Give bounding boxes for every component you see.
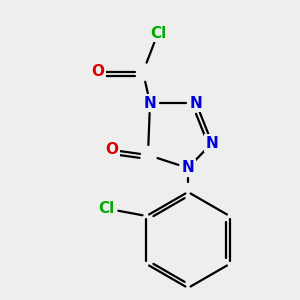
Text: O: O <box>92 64 104 80</box>
Text: N: N <box>206 136 218 151</box>
Text: N: N <box>190 95 202 110</box>
Text: O: O <box>106 142 118 158</box>
Text: N: N <box>182 160 194 175</box>
Text: Cl: Cl <box>150 26 166 40</box>
Text: N: N <box>144 95 156 110</box>
Text: Cl: Cl <box>98 200 115 215</box>
